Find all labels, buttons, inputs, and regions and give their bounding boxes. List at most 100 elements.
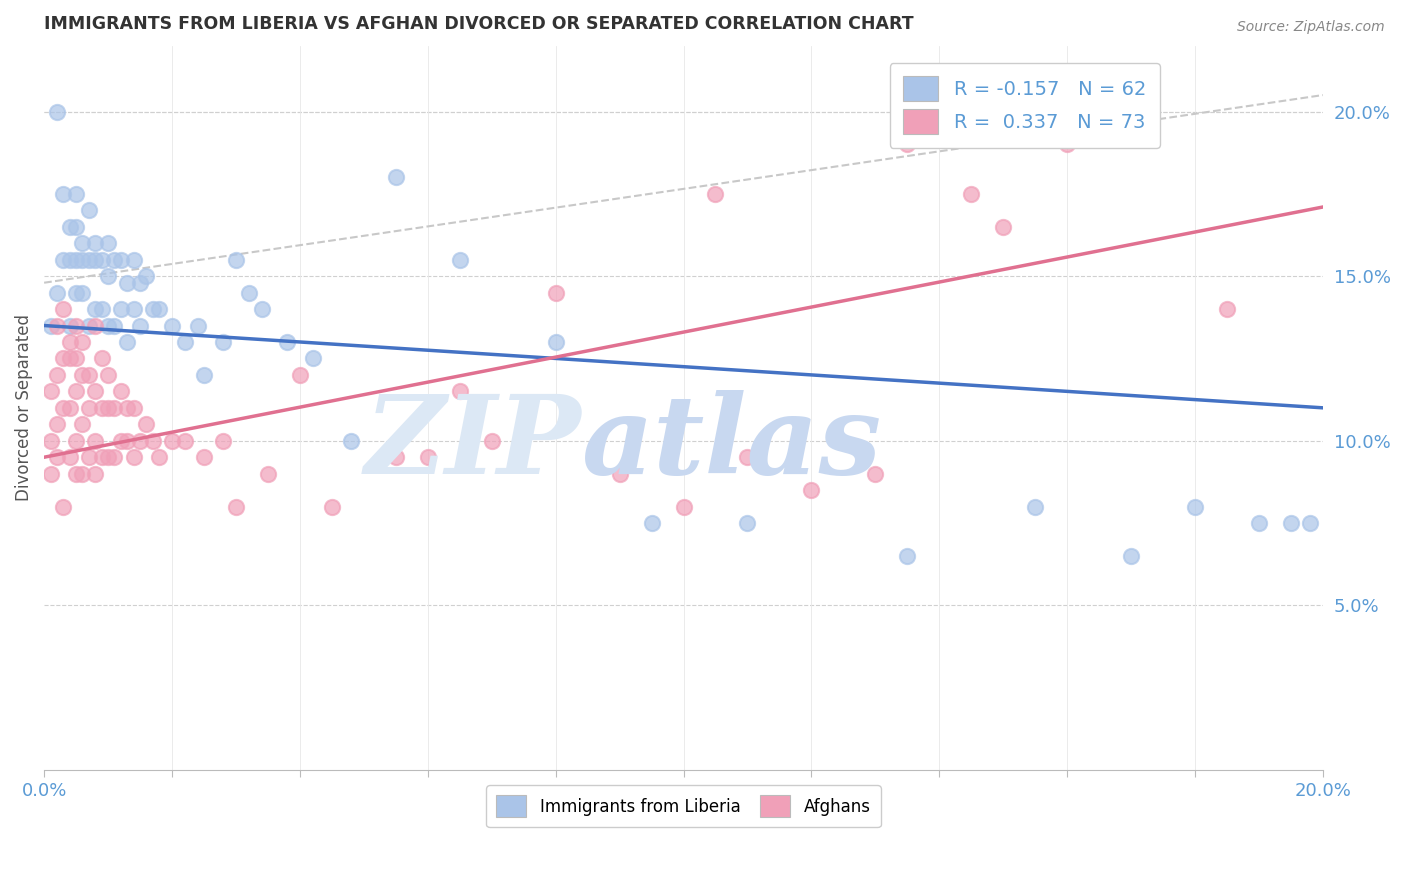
Point	[704, 186, 727, 201]
Point	[896, 549, 918, 563]
Text: IMMIGRANTS FROM LIBERIA VS AFGHAN DIVORCED OR SEPARATED CORRELATION CHART: IMMIGRANTS FROM LIBERIA VS AFGHAN DIVORC…	[44, 15, 914, 33]
Point	[276, 334, 298, 349]
Point	[129, 434, 152, 448]
Point	[115, 276, 138, 290]
Point	[1279, 516, 1302, 530]
Point	[59, 219, 82, 234]
Point	[45, 450, 67, 465]
Point	[52, 186, 75, 201]
Point	[52, 500, 75, 514]
Point	[59, 252, 82, 267]
Point	[609, 467, 631, 481]
Point	[90, 252, 112, 267]
Point	[135, 269, 157, 284]
Point	[77, 252, 100, 267]
Text: atlas: atlas	[581, 391, 882, 498]
Point	[896, 137, 918, 152]
Point	[97, 318, 120, 333]
Point	[110, 301, 132, 316]
Point	[45, 417, 67, 432]
Point	[384, 450, 406, 465]
Point	[90, 351, 112, 366]
Point	[65, 219, 87, 234]
Point	[72, 236, 94, 251]
Point	[212, 334, 235, 349]
Point	[449, 384, 471, 399]
Point	[97, 450, 120, 465]
Point	[544, 334, 567, 349]
Point	[193, 450, 215, 465]
Point	[97, 401, 120, 415]
Legend: Immigrants from Liberia, Afghans: Immigrants from Liberia, Afghans	[486, 786, 880, 827]
Point	[84, 252, 107, 267]
Point	[77, 368, 100, 382]
Point	[52, 351, 75, 366]
Point	[65, 186, 87, 201]
Point	[59, 450, 82, 465]
Point	[72, 467, 94, 481]
Point	[115, 434, 138, 448]
Point	[77, 450, 100, 465]
Point	[340, 434, 363, 448]
Point	[84, 301, 107, 316]
Point	[160, 318, 183, 333]
Point	[212, 434, 235, 448]
Point	[59, 334, 82, 349]
Point	[39, 467, 62, 481]
Point	[84, 434, 107, 448]
Point	[1024, 500, 1046, 514]
Point	[84, 236, 107, 251]
Point	[225, 252, 247, 267]
Point	[52, 252, 75, 267]
Point	[321, 500, 343, 514]
Point	[416, 450, 439, 465]
Point	[122, 252, 145, 267]
Point	[481, 434, 503, 448]
Point	[238, 285, 260, 300]
Point	[173, 434, 195, 448]
Point	[384, 170, 406, 185]
Point	[737, 450, 759, 465]
Text: ZIP: ZIP	[364, 391, 581, 498]
Point	[72, 417, 94, 432]
Point	[84, 318, 107, 333]
Point	[97, 236, 120, 251]
Point	[1056, 137, 1078, 152]
Point	[187, 318, 209, 333]
Point	[800, 483, 823, 497]
Point	[193, 368, 215, 382]
Point	[65, 467, 87, 481]
Point	[288, 368, 311, 382]
Point	[960, 186, 983, 201]
Point	[865, 467, 887, 481]
Point	[110, 384, 132, 399]
Point	[122, 450, 145, 465]
Point	[72, 368, 94, 382]
Point	[45, 104, 67, 119]
Point	[77, 318, 100, 333]
Point	[39, 384, 62, 399]
Point	[84, 384, 107, 399]
Point	[39, 434, 62, 448]
Point	[1299, 516, 1322, 530]
Point	[148, 450, 170, 465]
Point	[544, 285, 567, 300]
Text: Source: ZipAtlas.com: Source: ZipAtlas.com	[1237, 20, 1385, 34]
Point	[449, 252, 471, 267]
Point	[129, 276, 152, 290]
Point	[52, 401, 75, 415]
Point	[59, 351, 82, 366]
Point	[103, 450, 125, 465]
Point	[135, 417, 157, 432]
Point	[737, 516, 759, 530]
Point	[1119, 549, 1142, 563]
Point	[225, 500, 247, 514]
Point	[77, 401, 100, 415]
Point	[103, 252, 125, 267]
Point	[84, 467, 107, 481]
Point	[142, 301, 165, 316]
Point	[65, 351, 87, 366]
Point	[301, 351, 323, 366]
Point	[1184, 500, 1206, 514]
Point	[72, 252, 94, 267]
